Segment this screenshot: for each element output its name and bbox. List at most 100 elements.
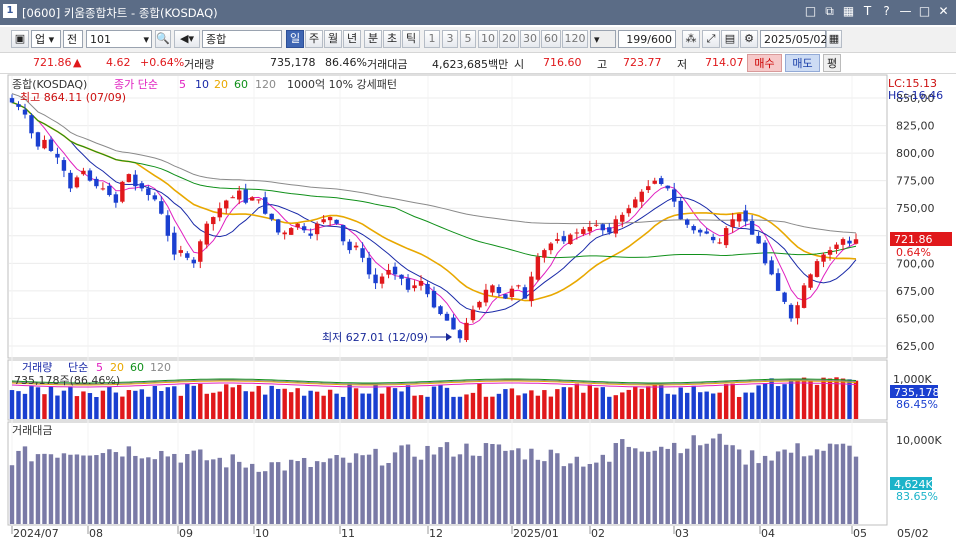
sell-button[interactable]: 매도	[785, 54, 820, 72]
period-week-tab[interactable]: 주	[305, 30, 323, 48]
volume-bar	[295, 388, 300, 419]
candle-body	[204, 223, 209, 245]
interval-10-button[interactable]: 10	[478, 30, 498, 48]
high-value: 723.77	[623, 56, 662, 69]
window-float-icon[interactable]: □	[804, 4, 817, 18]
chart-area[interactable]: 850,00825,00800,00775,00750,00725,00700,…	[0, 74, 956, 543]
candle-body	[327, 217, 333, 221]
window-grid-icon[interactable]: ▦	[842, 4, 855, 18]
volume-bar	[470, 392, 476, 419]
window-font-icon[interactable]: T	[863, 4, 872, 18]
buy-button[interactable]: 매수	[747, 54, 782, 72]
code-input[interactable]: 101 ▾	[86, 30, 152, 48]
interval-1-button[interactable]: 1	[424, 30, 440, 48]
window-close-icon[interactable]: ✕	[938, 4, 949, 18]
amount-bar	[691, 435, 696, 524]
period-year-tab[interactable]: 년	[343, 30, 361, 48]
candle-body	[555, 239, 560, 241]
window-help-icon[interactable]: ?	[883, 4, 890, 18]
candle-body	[782, 292, 787, 302]
candle-body	[652, 180, 657, 184]
volume-bar	[314, 391, 320, 419]
volume-bar	[542, 390, 547, 419]
amount-bar	[840, 443, 846, 524]
data-count-field[interactable]: 199/600	[618, 30, 676, 48]
volume-bar	[178, 395, 183, 419]
amount-bar	[762, 455, 768, 524]
amount-bar	[373, 448, 378, 524]
volume-last-rate: 86.45%	[896, 398, 938, 411]
candle-body	[165, 215, 171, 236]
volume-bar	[139, 389, 145, 419]
candle-body	[775, 273, 781, 291]
candle-body	[548, 243, 554, 251]
candle-body	[178, 250, 183, 253]
amount-bar	[35, 454, 41, 524]
window-copy-icon[interactable]: ⧉	[825, 4, 834, 18]
code-dropdown-icon[interactable]: ▾	[143, 33, 149, 46]
indicator-icon[interactable]: ⁂	[682, 30, 700, 48]
volume-bar	[250, 391, 255, 419]
search-icon[interactable]: 🔍	[155, 30, 171, 48]
volume-bar	[451, 396, 456, 419]
chart-settings-icon[interactable]: ▣	[11, 30, 29, 48]
volume-bar	[665, 393, 670, 419]
period-minute-tab[interactable]: 분	[364, 30, 382, 48]
stock-name-field: 종합(KOSDAQ)	[202, 30, 282, 64]
candle-body	[814, 261, 820, 277]
ma60-legend: 60	[234, 78, 248, 91]
candle-body	[321, 219, 326, 223]
volume-bar	[600, 387, 605, 419]
window-title: [0600] 키움종합차트 - 종합(KOSDAQ)	[22, 6, 218, 20]
interval-5-button[interactable]: 5	[460, 30, 476, 48]
amount-bar	[782, 449, 787, 524]
volume-bar	[795, 381, 800, 419]
candle-body	[678, 200, 683, 220]
amount-bar	[516, 448, 521, 524]
volume-bar	[516, 395, 521, 419]
gear-icon[interactable]: ⚙	[740, 30, 758, 48]
chart-type-select[interactable]: 업 ▾	[31, 30, 61, 48]
save-icon[interactable]: ▤	[721, 30, 739, 48]
period-month-tab[interactable]: 월	[324, 30, 342, 48]
volume-bar	[22, 393, 28, 419]
volume-bar	[723, 384, 729, 419]
draw-tool-icon[interactable]: ⤢	[702, 30, 720, 48]
interval-20-button[interactable]: 20	[499, 30, 519, 48]
amount-bar	[243, 467, 248, 524]
volume-bar	[412, 395, 417, 419]
interval-60-button[interactable]: 60	[541, 30, 561, 48]
interval-3-button[interactable]: 3	[442, 30, 458, 48]
interval-custom-select[interactable]: ▾	[590, 30, 616, 48]
candle-body	[697, 229, 703, 233]
speaker-icon[interactable]: ◀▾	[174, 30, 200, 48]
window-minimize-icon[interactable]: —	[899, 4, 912, 18]
interval-120-button[interactable]: 120	[562, 30, 588, 48]
volume-bar	[704, 391, 709, 419]
volume-bar	[594, 387, 599, 419]
volume-bar	[35, 387, 41, 419]
even-button[interactable]: 평	[823, 54, 841, 72]
candle-body	[74, 177, 80, 188]
period-second-tab[interactable]: 초	[383, 30, 401, 48]
amount-bar	[587, 463, 593, 524]
volume-bar	[561, 387, 567, 419]
volume-bar	[48, 386, 54, 419]
amount-bar	[522, 459, 528, 524]
amount-bar	[178, 462, 183, 524]
volume-bar	[353, 388, 359, 419]
volume-bar	[477, 383, 482, 419]
amount-bar	[834, 444, 839, 524]
interval-30-button[interactable]: 30	[520, 30, 540, 48]
period-day-tab[interactable]: 일	[286, 30, 304, 48]
volume-bar	[743, 392, 748, 419]
date-input[interactable]: 2025/05/02	[760, 30, 827, 48]
amount-bar	[314, 461, 320, 524]
period-tick-tab[interactable]: 틱	[402, 30, 420, 48]
amount-bar	[574, 456, 580, 524]
candle-body	[256, 199, 261, 201]
calendar-icon[interactable]: ▦	[826, 30, 842, 48]
window-maximize-icon[interactable]: □	[918, 4, 931, 18]
market-select[interactable]: 전	[63, 30, 83, 48]
candle-body	[55, 153, 60, 158]
